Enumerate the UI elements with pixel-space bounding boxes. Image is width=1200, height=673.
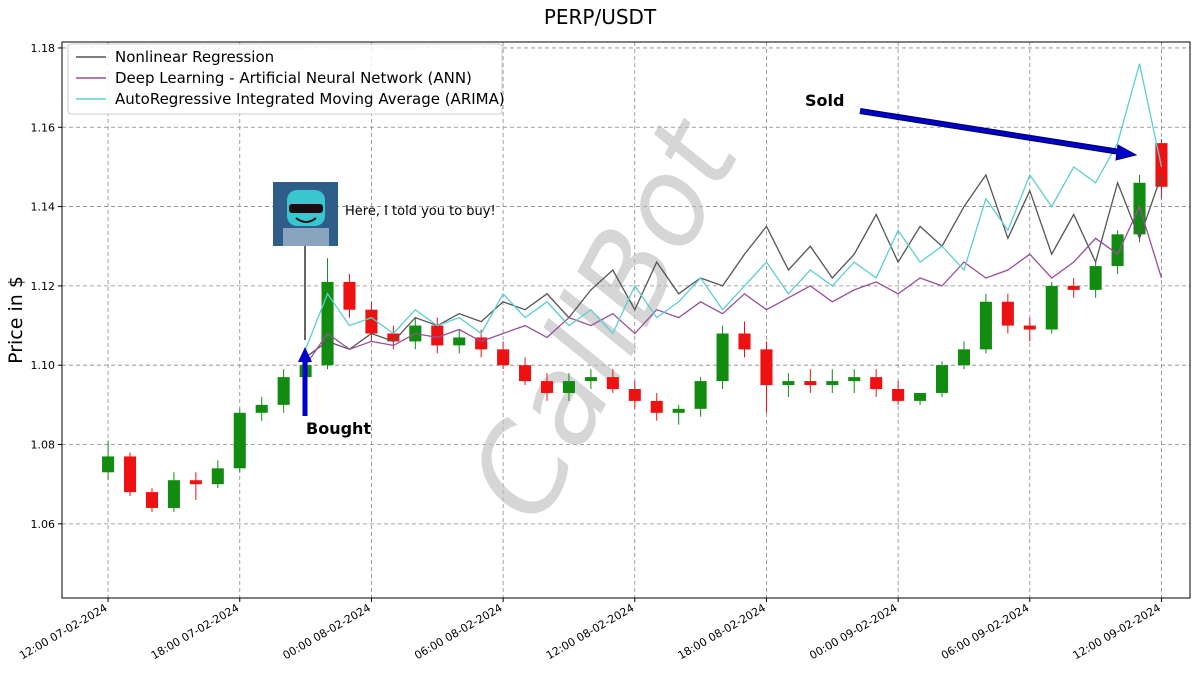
forecast-line bbox=[305, 204, 1163, 366]
avatar-smile bbox=[295, 217, 317, 223]
candle-body bbox=[584, 377, 597, 382]
x-tick-label: 06:00 08-02-2024 bbox=[412, 601, 504, 662]
grid bbox=[62, 42, 1190, 598]
x-tick-label: 18:00 08-02-2024 bbox=[676, 601, 768, 662]
plot-marks bbox=[102, 63, 1168, 512]
candle-body bbox=[562, 381, 575, 393]
candle-body bbox=[957, 349, 970, 366]
candle-body bbox=[760, 349, 773, 386]
candle-body bbox=[716, 333, 729, 382]
legend: Nonlinear Regression Deep Learning - Arti… bbox=[67, 43, 505, 115]
avatar-glasses bbox=[289, 204, 323, 213]
chart-title: PERP/USDT bbox=[544, 5, 657, 29]
legend-label: AutoRegressive Integrated Moving Average… bbox=[115, 90, 505, 108]
candle-body bbox=[365, 309, 378, 334]
candle-body bbox=[189, 480, 202, 485]
candle-body bbox=[277, 377, 290, 405]
y-tick-label: 1.10 bbox=[31, 359, 56, 372]
forecast-line bbox=[304, 63, 1163, 350]
candle-body bbox=[848, 377, 861, 382]
bought-label: Bought bbox=[306, 419, 371, 438]
candle-body bbox=[606, 377, 619, 390]
bot-avatar bbox=[273, 182, 338, 246]
candle-body bbox=[453, 337, 466, 346]
candle-body bbox=[540, 381, 554, 393]
candle-body bbox=[782, 381, 795, 386]
candle-body bbox=[145, 492, 159, 508]
candle-body bbox=[914, 392, 927, 401]
candle-body bbox=[255, 404, 268, 413]
candle-body bbox=[935, 365, 949, 393]
x-tick-label: 12:00 08-02-2024 bbox=[544, 601, 636, 662]
candle-body bbox=[1111, 234, 1124, 267]
candle-body bbox=[387, 333, 400, 342]
candle-body bbox=[892, 389, 905, 401]
candle-body bbox=[1067, 285, 1080, 290]
candle-body bbox=[1023, 325, 1036, 330]
sold-arrow bbox=[859, 109, 1121, 154]
y-tick-label: 1.06 bbox=[31, 518, 56, 531]
candle-body bbox=[628, 389, 641, 401]
watermark: CallBot bbox=[443, 96, 768, 542]
candle-body bbox=[738, 333, 751, 350]
y-tick-label: 1.08 bbox=[31, 439, 56, 452]
candle-body bbox=[167, 480, 180, 508]
y-tick-label: 1.18 bbox=[31, 42, 56, 55]
x-tick-label: 00:00 08-02-2024 bbox=[281, 601, 373, 662]
candle-body bbox=[694, 381, 707, 409]
x-tick-label: 12:00 07-02-2024 bbox=[17, 601, 109, 662]
candle-body bbox=[804, 381, 817, 386]
legend-label: Nonlinear Regression bbox=[115, 48, 274, 66]
y-tick-label: 1.16 bbox=[31, 121, 56, 134]
legend-label: Deep Learning - Artificial Neural Networ… bbox=[115, 69, 472, 87]
candle-body bbox=[650, 400, 663, 413]
sold-arrow-head bbox=[1115, 144, 1138, 161]
candle-body bbox=[233, 412, 246, 469]
bot-speech: Here, I told you to buy! bbox=[345, 204, 496, 219]
candle-body bbox=[672, 408, 685, 413]
candle-body bbox=[211, 468, 224, 485]
plot-frame bbox=[61, 41, 1191, 599]
candle-body bbox=[343, 281, 356, 310]
candle-body bbox=[431, 325, 444, 346]
candle-body bbox=[475, 337, 488, 350]
candle-body bbox=[826, 381, 839, 386]
candle-body bbox=[979, 301, 992, 350]
avatar-body bbox=[283, 228, 329, 246]
candle-body bbox=[870, 377, 883, 390]
candle-body bbox=[1045, 285, 1058, 330]
y-tick-label: 1.12 bbox=[31, 280, 56, 293]
x-tick-label: 18:00 07-02-2024 bbox=[149, 601, 241, 662]
forecast-line bbox=[305, 173, 1163, 358]
candle-body bbox=[1089, 266, 1102, 290]
legend-box bbox=[67, 43, 503, 115]
y-tick-label: 1.14 bbox=[31, 201, 56, 214]
bought-arrow-head bbox=[298, 347, 312, 362]
y-axis-label: Price in $ bbox=[5, 276, 27, 364]
candle-body bbox=[123, 456, 137, 493]
sold-label: Sold bbox=[805, 91, 844, 110]
candle-body bbox=[497, 349, 510, 366]
x-tick-label: 12:00 09-02-2024 bbox=[1071, 601, 1163, 662]
x-tick-label: 06:00 09-02-2024 bbox=[939, 601, 1031, 662]
candle-body bbox=[519, 365, 532, 382]
x-tick-label: 00:00 09-02-2024 bbox=[807, 601, 899, 662]
candle-body bbox=[1001, 301, 1014, 326]
candle-body bbox=[102, 456, 115, 473]
